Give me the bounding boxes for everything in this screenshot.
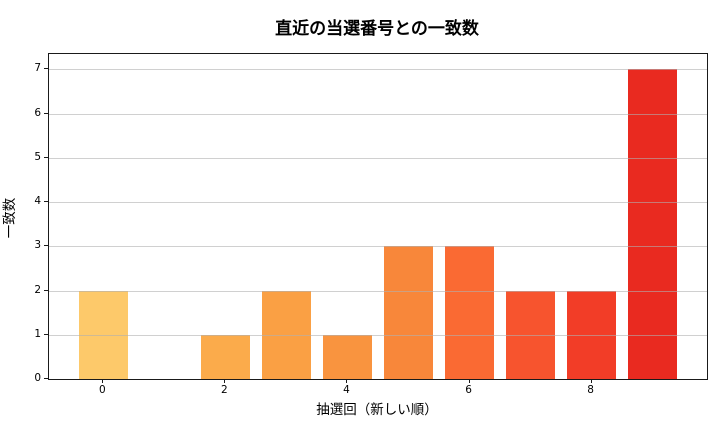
y-tick-mark-7 [44,68,48,70]
x-tick-label-0: 0 [98,384,106,396]
y-tick-mark-2 [44,289,48,291]
y-tick-label-4: 4 [34,195,41,208]
y-tick-label-7: 7 [34,62,41,75]
x-tick-label-2: 2 [221,384,228,396]
x-tick-mark-8 [590,379,592,383]
chart-title: 直近の当選番号との一致数 [275,19,479,39]
y-tick-label-0: 0 [34,372,41,384]
y-tick-mark-1 [44,333,48,335]
bar-9 [628,69,678,379]
y-tick-mark-6 [44,112,48,114]
gridline-y-7 [49,69,707,71]
x-tick-label-6: 6 [465,384,472,396]
x-tick-mark-4 [346,379,348,383]
gridline-y-6 [49,113,707,115]
y-tick-label-5: 5 [34,150,41,163]
x-tick-mark-2 [224,379,226,383]
y-tick-label-3: 3 [34,239,41,252]
bar-2 [200,334,250,379]
y-axis-label: 一致数 [2,197,18,239]
y-tick-label-2: 2 [34,283,41,296]
gridline-y-3 [49,246,707,248]
y-tick-mark-4 [44,201,48,203]
gridline-y-4 [49,202,707,204]
x-tick-mark-0 [102,379,104,383]
x-axis-label: 抽選回（新しい順） [316,402,438,418]
bar-5 [384,246,433,379]
y-tick-label-6: 6 [34,106,41,119]
bar-6 [445,246,494,379]
y-tick-mark-5 [44,156,48,158]
y-tick-label-1: 1 [34,327,41,340]
x-tick-mark-6 [468,379,470,383]
plot-area [48,53,708,380]
x-tick-label-4: 4 [343,384,350,396]
bar-4 [323,334,372,379]
y-tick-mark-3 [44,245,48,247]
gridline-y-5 [49,157,707,159]
y-tick-mark-0 [44,378,48,379]
gridline-y-2 [49,290,707,292]
gridline-y-1 [49,334,707,336]
x-tick-label-8: 8 [587,384,594,396]
